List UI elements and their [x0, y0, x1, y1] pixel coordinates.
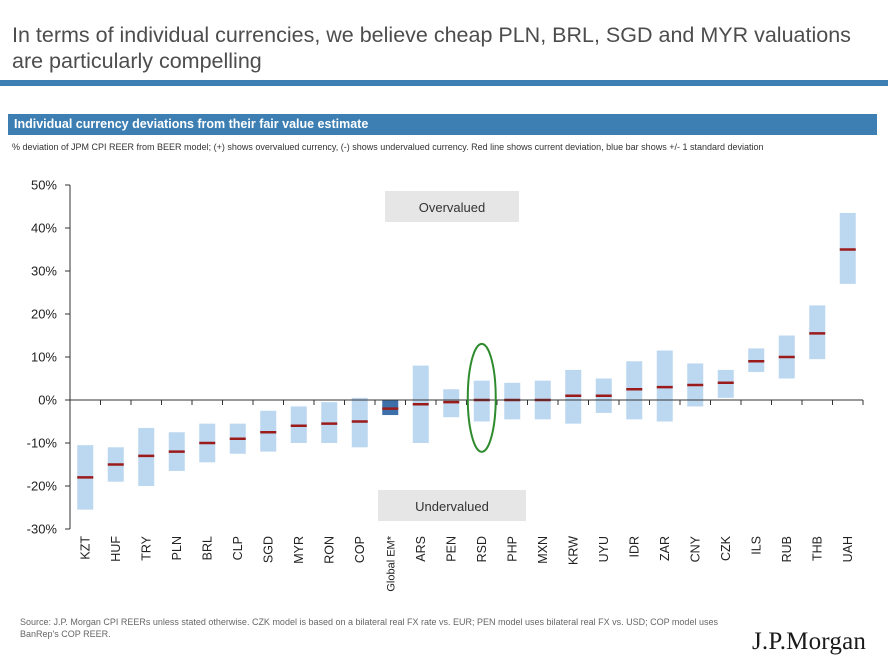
category-label: KZT [78, 536, 92, 560]
category-label: PEN [444, 536, 458, 562]
currency-deviation-chart: Overvalued Undervalued 50% 40% 30% 20% 10% 0% -1… [27, 178, 864, 592]
undervalued-label-box [378, 490, 526, 521]
headline: In terms of individual currencies, we be… [12, 23, 851, 73]
category-label: BRL [200, 536, 214, 560]
y-tick-label: 0% [38, 393, 57, 408]
source-note: Source: J.P. Morgan CPI REERs unless sta… [20, 617, 718, 639]
category-label: COP [353, 536, 367, 563]
overvalued-label: Overvalued [419, 200, 485, 215]
y-tick-label: 20% [31, 307, 57, 322]
category-label: RSD [475, 536, 489, 562]
header-rule [0, 80, 888, 86]
category-label: UAH [841, 536, 855, 562]
chart-subtitle: % deviation of JPM CPI REER from BEER mo… [12, 142, 764, 152]
category-label: PHP [505, 536, 519, 562]
category-label: MXN [536, 536, 550, 564]
y-tick-label: 30% [31, 264, 57, 279]
y-tick-label: -10% [27, 436, 58, 451]
category-label: ILS [749, 536, 763, 555]
category-label: MYR [292, 536, 306, 564]
category-label: UYU [597, 536, 611, 562]
undervalued-label: Undervalued [415, 499, 489, 514]
y-tick-label: 50% [31, 178, 57, 193]
category-label: IDR [627, 536, 641, 558]
category-label: Global EM* [385, 535, 397, 591]
highlight-ellipse [466, 342, 497, 453]
overvalued-label-box [385, 191, 519, 222]
y-tick-label: -20% [27, 479, 58, 494]
category-label: HUF [109, 536, 123, 562]
category-label: THB [810, 536, 824, 561]
category-label: RUB [780, 536, 794, 562]
category-label: CLP [231, 536, 245, 560]
panel-title-bar: Individual currency deviations from thei… [8, 114, 877, 135]
category-label: CNY [688, 535, 702, 562]
category-label: CZK [719, 535, 733, 561]
category-label: ZAR [658, 536, 672, 561]
y-tick-label: -30% [27, 522, 58, 537]
y-tick-label: 40% [31, 221, 57, 236]
category-label: ARS [414, 536, 428, 562]
category-label: RON [322, 536, 336, 564]
category-label: SGD [261, 536, 275, 563]
category-label: TRY [139, 535, 153, 560]
jp-morgan-logo: J.P.Morgan [752, 628, 867, 655]
y-tick-label: 10% [31, 350, 57, 365]
category-label: PLN [170, 536, 184, 560]
category-label: KRW [566, 536, 580, 565]
panel-title: Individual currency deviations from thei… [14, 117, 369, 131]
